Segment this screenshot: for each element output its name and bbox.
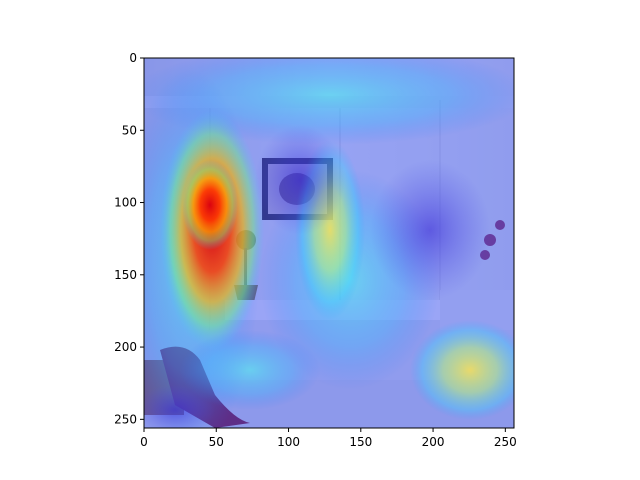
x-tick-label: 200: [422, 435, 445, 449]
y-tick-label: 150: [114, 268, 137, 282]
x-tick-label: 0: [140, 435, 148, 449]
y-tick-label: 0: [129, 51, 137, 65]
y-tick-label: 50: [122, 123, 137, 137]
x-axis: 0 50 100 150 200 250: [140, 428, 517, 449]
axes-frame: [143, 57, 515, 429]
x-tick-label: 50: [209, 435, 224, 449]
x-tick-label: 150: [349, 435, 372, 449]
x-tick-label: 100: [277, 435, 300, 449]
y-tick-label: 200: [114, 340, 137, 354]
heatmap-overlay: [144, 58, 514, 428]
y-tick-label: 250: [114, 412, 137, 426]
y-tick-label: 100: [114, 196, 137, 210]
y-axis: 0 50 100 150 200 250: [114, 51, 144, 426]
x-tick-label: 250: [494, 435, 517, 449]
